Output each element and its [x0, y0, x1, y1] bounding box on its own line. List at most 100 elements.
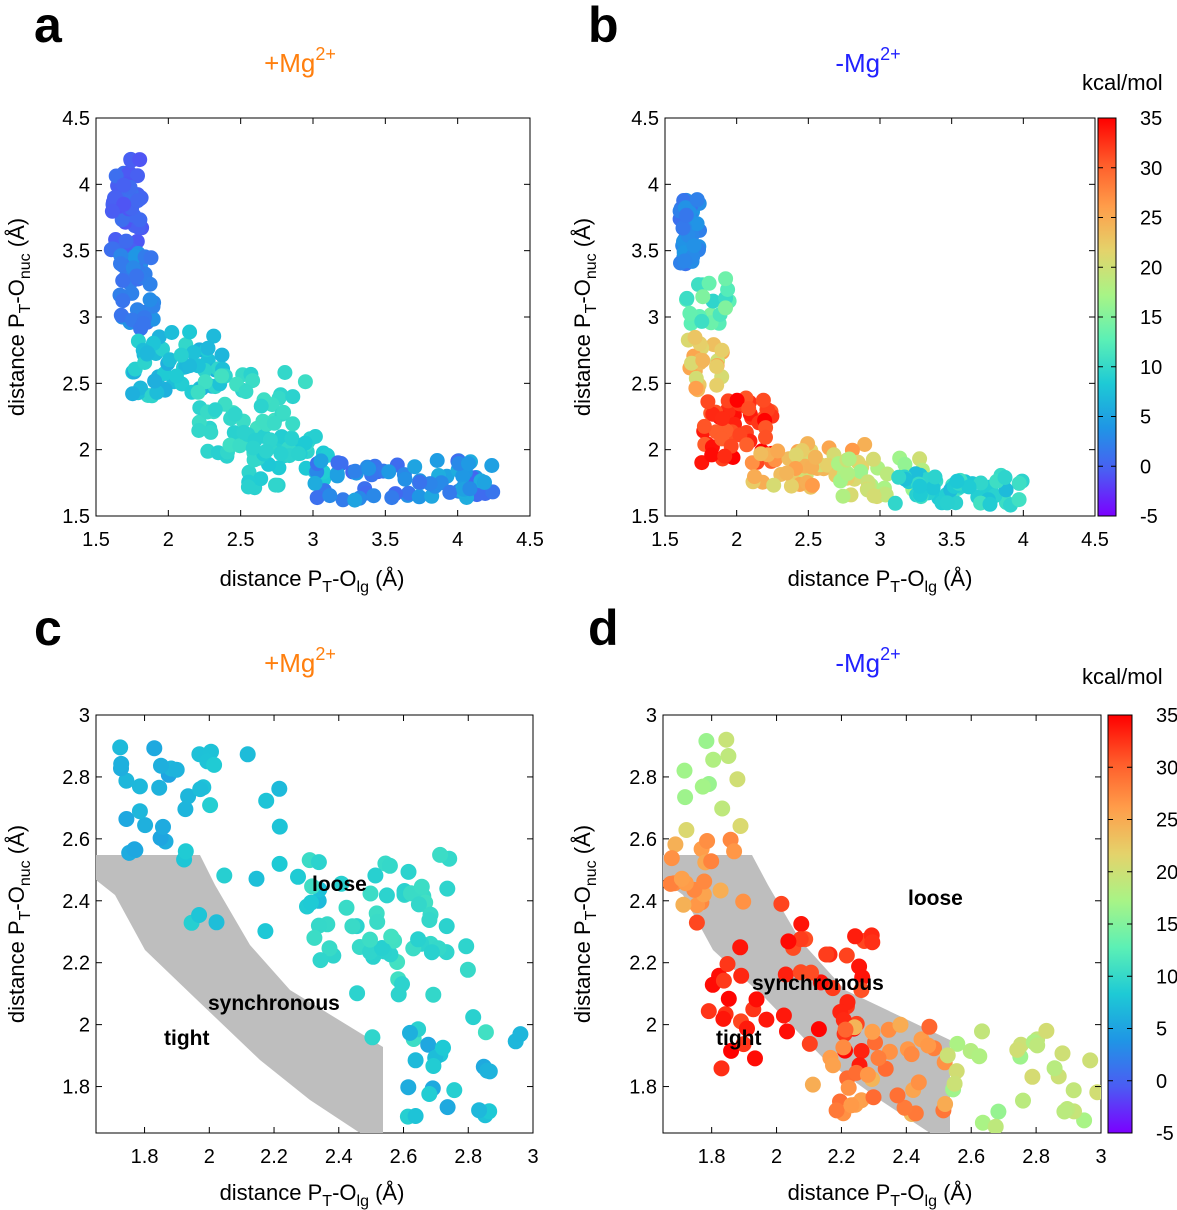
- data-point: [410, 931, 427, 948]
- data-point: [747, 469, 762, 485]
- data-point: [367, 867, 384, 884]
- y-tick-label: 4: [648, 174, 659, 196]
- data-point: [812, 974, 829, 991]
- data-point: [411, 489, 427, 505]
- colorbar-tick-label: 0: [1140, 456, 1151, 478]
- x-tick-label: 3: [527, 1146, 538, 1168]
- data-point: [135, 316, 151, 331]
- data-point: [271, 855, 288, 872]
- y-tick-label: 2.2: [62, 953, 90, 975]
- x-tick-label: 2.5: [227, 529, 255, 551]
- data-point: [477, 1024, 494, 1041]
- data-point: [804, 1076, 821, 1093]
- data-point: [330, 455, 346, 471]
- data-point: [362, 885, 379, 902]
- data-point: [780, 933, 797, 950]
- data-point: [678, 822, 695, 838]
- data-point: [971, 1048, 988, 1065]
- x-tick-label: 3.5: [371, 529, 399, 551]
- data-point: [720, 748, 737, 764]
- data-point: [939, 1047, 956, 1064]
- data-point: [676, 762, 693, 779]
- panel-title-a: +Mg2+: [264, 44, 336, 78]
- data-point: [694, 778, 711, 795]
- data-point: [306, 929, 323, 946]
- data-point: [349, 985, 366, 1002]
- data-point: [788, 447, 804, 463]
- data-point: [433, 475, 449, 491]
- data-point: [400, 1079, 417, 1096]
- colorbar-tick-label: -5: [1140, 506, 1158, 528]
- data-point: [682, 305, 698, 321]
- data-point: [173, 347, 189, 363]
- data-point: [1011, 492, 1027, 508]
- data-point: [853, 1043, 870, 1059]
- data-point: [775, 1007, 792, 1024]
- y-tick-label: 3.5: [631, 241, 659, 263]
- data-point: [114, 212, 130, 228]
- x-tick-label: 2.8: [454, 1146, 482, 1168]
- data-point: [1015, 1092, 1031, 1109]
- data-point: [307, 475, 323, 491]
- colorbar-tick-label: 20: [1156, 862, 1177, 884]
- data-point: [677, 789, 694, 806]
- data-point: [912, 451, 928, 467]
- data-point: [779, 1023, 795, 1040]
- data-point: [381, 857, 398, 874]
- data-point: [206, 328, 222, 344]
- data-point: [948, 1063, 965, 1080]
- data-point: [825, 1057, 841, 1074]
- y-tick-label: 2.4: [62, 891, 90, 913]
- data-point: [718, 300, 733, 316]
- data-point: [753, 446, 769, 462]
- data-point: [366, 488, 382, 504]
- colorbar-unit-d: kcal/mol: [1082, 664, 1163, 689]
- data-point: [245, 440, 261, 456]
- x-tick-label: 1.5: [651, 529, 679, 551]
- data-point: [937, 1096, 954, 1112]
- y-tick-label: 1.8: [629, 1077, 657, 1099]
- x-tick-label: 4: [1018, 529, 1029, 551]
- data-point: [865, 451, 881, 467]
- colorbar-tick-label: 30: [1156, 757, 1177, 779]
- data-point: [729, 771, 746, 788]
- data-point: [207, 402, 223, 418]
- x-tick-label: 3: [874, 529, 885, 551]
- y-tick-label: 1.8: [62, 1077, 90, 1099]
- data-point: [733, 967, 750, 984]
- data-point: [887, 495, 903, 511]
- x-tick-label: 2.8: [1022, 1146, 1050, 1168]
- data-point: [236, 424, 252, 440]
- data-point: [118, 772, 135, 789]
- data-point: [961, 479, 977, 495]
- data-point: [819, 457, 835, 473]
- data-point: [714, 800, 731, 817]
- data-point: [369, 913, 386, 930]
- data-point: [779, 465, 795, 481]
- data-point: [271, 780, 288, 797]
- data-point: [718, 271, 734, 287]
- x-tick-label: 2.2: [260, 1146, 288, 1168]
- data-point: [866, 488, 882, 504]
- data-point: [232, 438, 248, 454]
- data-point: [484, 458, 500, 473]
- data-point: [439, 1099, 456, 1116]
- colorbar-tick-label: 15: [1140, 307, 1162, 329]
- data-point: [402, 1024, 418, 1041]
- y-tick-label: 2.6: [62, 829, 90, 851]
- data-point: [735, 893, 752, 910]
- data-point: [897, 456, 913, 472]
- data-point: [266, 415, 282, 431]
- data-point: [949, 1035, 966, 1052]
- annotation-loose-c: loose: [312, 873, 367, 896]
- y-axis-label-d: distance PT-Onuc (Å): [570, 825, 600, 1023]
- data-point: [1024, 1068, 1041, 1085]
- colorbar-tick-label: 5: [1156, 1019, 1167, 1041]
- data-point: [118, 233, 134, 249]
- data-point: [413, 878, 430, 895]
- points-d: [663, 731, 1101, 1133]
- y-tick-label: 3.5: [62, 241, 90, 263]
- panel-title-d: -Mg2+: [835, 644, 900, 678]
- annotation-synchronous-d: synchronous: [752, 972, 884, 995]
- data-point: [214, 368, 230, 384]
